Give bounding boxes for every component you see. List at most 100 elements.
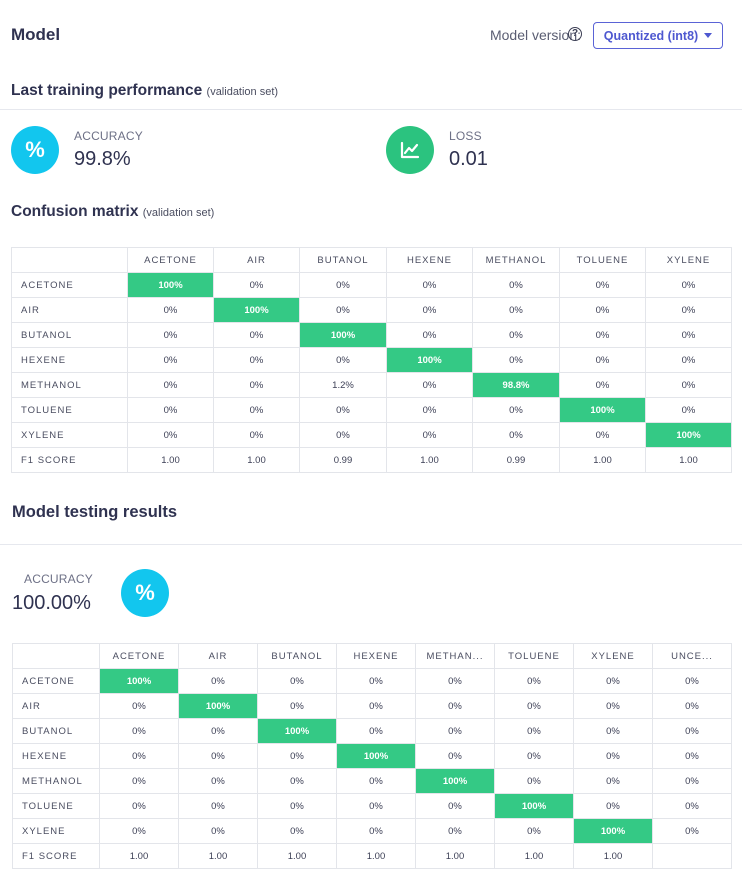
testing-accuracy-label: ACCURACY — [24, 572, 93, 586]
matrix-cell: 0% — [645, 347, 732, 373]
matrix-cell: 100% — [415, 768, 495, 794]
divider — [0, 544, 742, 545]
matrix-cell: 0% — [645, 272, 732, 298]
matrix-cell: 100% — [494, 793, 574, 819]
matrix-cell: 0% — [386, 297, 473, 323]
matrix-cell: 0% — [127, 397, 214, 423]
matrix-cell: 0% — [336, 718, 416, 744]
matrix-cell: 0% — [336, 668, 416, 694]
matrix-cell: 0% — [127, 322, 214, 348]
matrix-cell: 0% — [645, 372, 732, 398]
chevron-down-icon — [704, 33, 713, 38]
table-row: AIR 0% 100% 0% 0% 0% 0% 0% 0% — [12, 693, 732, 719]
row-header: F1 SCORE — [11, 447, 128, 473]
matrix-cell: 0% — [213, 272, 300, 298]
training-confusion-matrix: ACETONE AIR BUTANOL HEXENE METHANOL TOLUENE XY… — [11, 247, 732, 473]
matrix-cell: 0% — [178, 818, 258, 844]
help-icon[interactable]: ? — [568, 27, 582, 41]
testing-confusion-matrix: ACETONE AIR BUTANOL HEXENE METHAN... TOLUENE X… — [12, 643, 732, 869]
matrix-cell: 0% — [652, 793, 732, 819]
matrix-corner — [12, 643, 100, 669]
matrix-cell: 0% — [299, 347, 387, 373]
matrix-cell: 0% — [415, 718, 495, 744]
table-row: XYLENE 0% 0% 0% 0% 0% 0% 100% — [11, 422, 732, 448]
matrix-cell: 0% — [336, 818, 416, 844]
matrix-cell: 0% — [99, 793, 179, 819]
chart-line-icon — [386, 126, 434, 174]
page-title: Model — [11, 25, 61, 44]
matrix-cell: 0% — [386, 422, 473, 448]
f1-cell: 1.00 — [178, 843, 258, 869]
matrix-cell: 0% — [213, 347, 300, 373]
matrix-cell: 0% — [299, 422, 387, 448]
matrix-cell: 0% — [178, 743, 258, 769]
table-row: METHANOL 0% 0% 1.2% 0% 98.8% 0% 0% — [11, 372, 732, 398]
model-version-dropdown[interactable]: Quantized (int8) — [593, 22, 723, 49]
matrix-cell: 0% — [178, 793, 258, 819]
divider — [0, 109, 742, 110]
matrix-cell: 0% — [257, 693, 337, 719]
matrix-cell: 0% — [127, 422, 214, 448]
training-subtitle: (validation set) — [206, 86, 279, 98]
matrix-cell: 0% — [336, 793, 416, 819]
f1-cell: 1.00 — [257, 843, 337, 869]
matrix-cell: 0% — [494, 668, 574, 694]
column-header: TOLUENE — [494, 643, 574, 669]
matrix-cell: 0% — [257, 668, 337, 694]
training-loss-label: LOSS — [449, 129, 482, 143]
matrix-cell: 0% — [472, 322, 560, 348]
matrix-cell: 100% — [573, 818, 653, 844]
f1-cell: 1.00 — [386, 447, 473, 473]
matrix-cell: 100% — [645, 422, 732, 448]
f1-cell: 1.00 — [415, 843, 495, 869]
matrix-cell: 0% — [652, 743, 732, 769]
column-header: AIR — [213, 247, 300, 273]
f1-cell: 1.00 — [559, 447, 646, 473]
row-header: AIR — [12, 693, 100, 719]
row-header: METHANOL — [11, 372, 128, 398]
matrix-cell: 0% — [559, 347, 646, 373]
matrix-cell: 0% — [178, 668, 258, 694]
matrix-cell: 0% — [213, 372, 300, 398]
matrix-cell: 0% — [415, 693, 495, 719]
testing-accuracy-value: 100.00% — [12, 592, 91, 614]
matrix-cell: 0% — [178, 768, 258, 794]
matrix-cell: 0% — [386, 272, 473, 298]
matrix-cell: 0% — [559, 322, 646, 348]
matrix-cell: 0% — [257, 818, 337, 844]
matrix-cell: 0% — [257, 743, 337, 769]
matrix-cell: 0% — [213, 397, 300, 423]
matrix-cell: 100% — [99, 668, 179, 694]
matrix-cell: 0% — [415, 743, 495, 769]
matrix-cell: 0% — [99, 743, 179, 769]
f1-cell: 1.00 — [127, 447, 214, 473]
table-row: BUTANOL 0% 0% 100% 0% 0% 0% 0% — [11, 322, 732, 348]
matrix-cell: 0% — [127, 347, 214, 373]
matrix-cell: 100% — [178, 693, 258, 719]
training-accuracy-label: ACCURACY — [74, 129, 143, 143]
training-section-title: Last training performance (validation se… — [11, 82, 278, 100]
f1-cell: 1.00 — [645, 447, 732, 473]
table-row: TOLUENE 0% 0% 0% 0% 0% 100% 0% — [11, 397, 732, 423]
column-header: METHAN... — [415, 643, 495, 669]
matrix-cell: 0% — [573, 718, 653, 744]
table-row: XYLENE 0% 0% 0% 0% 0% 0% 100% 0% — [12, 818, 732, 844]
table-row: METHANOL 0% 0% 0% 0% 100% 0% 0% 0% — [12, 768, 732, 794]
matrix-cell: 0% — [559, 297, 646, 323]
row-header: ACETONE — [12, 668, 100, 694]
matrix-cell: 0% — [573, 668, 653, 694]
matrix-cell: 100% — [386, 347, 473, 373]
row-header: HEXENE — [12, 743, 100, 769]
confusion-title: Confusion matrix — [11, 203, 139, 220]
matrix-cell: 0% — [652, 768, 732, 794]
matrix-cell: 100% — [299, 322, 387, 348]
matrix-cell: 0% — [494, 768, 574, 794]
f1-cell: 1.00 — [494, 843, 574, 869]
column-header: METHANOL — [472, 247, 560, 273]
matrix-cell: 0% — [559, 422, 646, 448]
matrix-cell: 0% — [415, 793, 495, 819]
matrix-cell: 0% — [213, 422, 300, 448]
f1-cell: 1.00 — [213, 447, 300, 473]
row-header: TOLUENE — [11, 397, 128, 423]
matrix-cell: 0% — [472, 297, 560, 323]
